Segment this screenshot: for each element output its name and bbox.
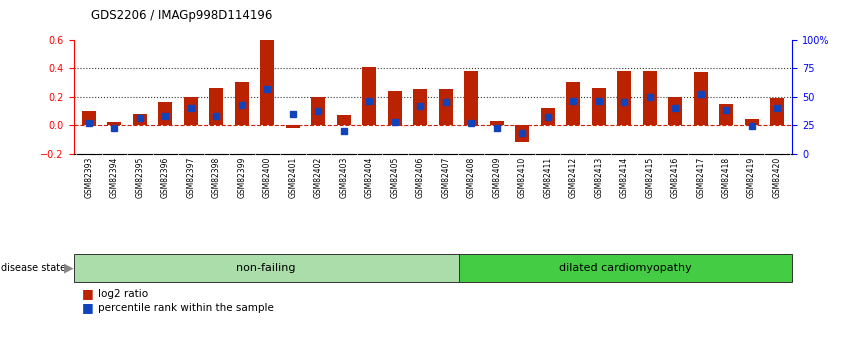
Text: GSM82406: GSM82406 — [416, 157, 424, 198]
Bar — [459, 254, 792, 282]
Text: GSM82409: GSM82409 — [492, 157, 501, 198]
Bar — [286, 125, 300, 128]
Text: disease state: disease state — [1, 263, 66, 273]
Text: GSM82395: GSM82395 — [135, 157, 145, 198]
Text: GDS2206 / IMAGp998D114196: GDS2206 / IMAGp998D114196 — [91, 9, 272, 22]
Text: GSM82420: GSM82420 — [772, 157, 782, 198]
Bar — [311, 97, 326, 125]
Bar — [489, 121, 504, 125]
Text: GSM82403: GSM82403 — [339, 157, 348, 198]
Bar — [74, 254, 459, 282]
Bar — [591, 88, 605, 125]
Text: GSM82398: GSM82398 — [212, 157, 221, 198]
Bar — [566, 82, 580, 125]
Text: non-failing: non-failing — [236, 263, 296, 273]
Text: GSM82412: GSM82412 — [569, 157, 578, 198]
Text: GSM82419: GSM82419 — [747, 157, 756, 198]
Text: GSM82407: GSM82407 — [442, 157, 450, 198]
Bar — [719, 104, 734, 125]
Text: GSM82405: GSM82405 — [391, 157, 399, 198]
Bar — [745, 119, 759, 125]
Text: GSM82413: GSM82413 — [594, 157, 604, 198]
Text: GSM82411: GSM82411 — [543, 157, 553, 198]
Text: ■: ■ — [82, 301, 94, 314]
Text: GSM82415: GSM82415 — [645, 157, 654, 198]
Bar — [337, 115, 351, 125]
Text: GSM82418: GSM82418 — [721, 157, 731, 198]
Text: GSM82402: GSM82402 — [313, 157, 323, 198]
Text: GSM82414: GSM82414 — [620, 157, 629, 198]
Text: GSM82393: GSM82393 — [84, 157, 94, 198]
Bar — [694, 72, 708, 125]
Bar — [184, 97, 197, 125]
Text: GSM82416: GSM82416 — [670, 157, 680, 198]
Text: GSM82400: GSM82400 — [262, 157, 272, 198]
Bar — [388, 91, 402, 125]
Text: GSM82397: GSM82397 — [186, 157, 196, 198]
Bar — [82, 111, 96, 125]
Bar — [261, 40, 275, 125]
Text: GSM82404: GSM82404 — [365, 157, 374, 198]
Bar — [515, 125, 529, 142]
Bar — [439, 89, 453, 125]
Text: ■: ■ — [82, 287, 94, 300]
Text: GSM82417: GSM82417 — [696, 157, 705, 198]
Bar — [770, 98, 784, 125]
Bar — [617, 71, 631, 125]
Text: percentile rank within the sample: percentile rank within the sample — [98, 303, 274, 313]
Text: GSM82399: GSM82399 — [237, 157, 246, 198]
Bar — [362, 67, 377, 125]
Text: GSM82401: GSM82401 — [288, 157, 297, 198]
Bar — [464, 71, 478, 125]
Bar — [669, 97, 682, 125]
Text: GSM82410: GSM82410 — [518, 157, 527, 198]
Bar — [132, 114, 147, 125]
Text: GSM82396: GSM82396 — [161, 157, 170, 198]
Text: log2 ratio: log2 ratio — [98, 289, 148, 299]
Text: GSM82408: GSM82408 — [467, 157, 475, 198]
Bar — [540, 108, 555, 125]
Bar — [235, 82, 249, 125]
Bar — [158, 102, 172, 125]
Bar — [643, 71, 656, 125]
Bar — [107, 122, 121, 125]
Bar — [413, 89, 427, 125]
Text: GSM82394: GSM82394 — [110, 157, 119, 198]
Bar — [210, 88, 223, 125]
Text: ▶: ▶ — [64, 261, 74, 274]
Text: dilated cardiomyopathy: dilated cardiomyopathy — [559, 263, 692, 273]
